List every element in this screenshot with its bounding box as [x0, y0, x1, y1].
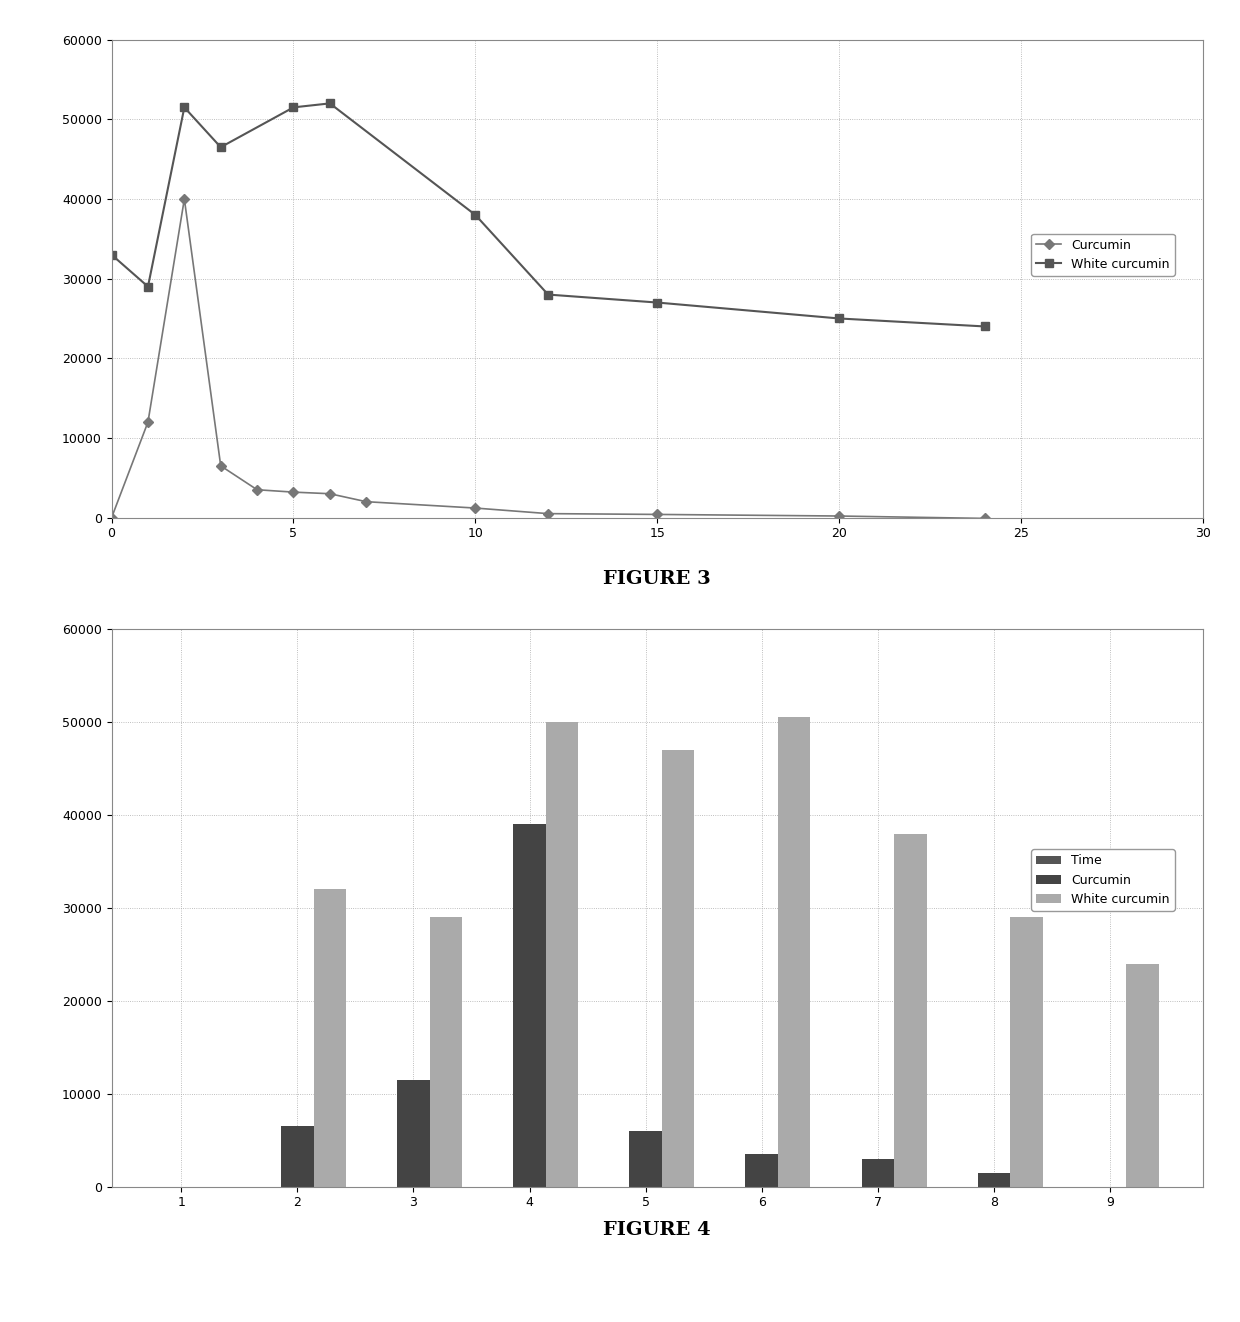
- Curcumin: [322, 485, 337, 501]
- Curcumin: [104, 510, 119, 526]
- Bar: [745, 1154, 777, 1187]
- White curcumin: [541, 287, 556, 303]
- Curcumin: [977, 510, 992, 526]
- Line: Curcumin: Curcumin: [108, 196, 988, 522]
- Curcumin: [467, 500, 482, 516]
- Bar: [862, 1159, 894, 1187]
- Bar: [630, 1132, 662, 1187]
- Curcumin: [140, 414, 155, 430]
- Curcumin: [249, 481, 264, 497]
- Legend: Curcumin, White curcumin: Curcumin, White curcumin: [1032, 234, 1174, 276]
- White curcumin: [832, 311, 847, 327]
- Bar: [397, 1080, 430, 1187]
- White curcumin: [104, 247, 119, 263]
- Text: FIGURE 4: FIGURE 4: [604, 1220, 711, 1239]
- Bar: [1011, 917, 1043, 1187]
- Bar: [546, 722, 578, 1187]
- Curcumin: [650, 506, 665, 522]
- Bar: [777, 718, 811, 1187]
- Bar: [1126, 964, 1158, 1187]
- White curcumin: [977, 319, 992, 334]
- White curcumin: [322, 95, 337, 111]
- White curcumin: [177, 99, 192, 115]
- Legend: Time, Curcumin, White curcumin: Time, Curcumin, White curcumin: [1032, 849, 1174, 911]
- Text: FIGURE 3: FIGURE 3: [604, 570, 711, 588]
- Bar: [314, 890, 346, 1187]
- Curcumin: [286, 484, 301, 500]
- Curcumin: [358, 493, 373, 509]
- Curcumin: [213, 457, 228, 473]
- White curcumin: [467, 208, 482, 223]
- Curcumin: [177, 192, 192, 208]
- White curcumin: [650, 295, 665, 311]
- Curcumin: [541, 506, 556, 522]
- Curcumin: [832, 508, 847, 524]
- White curcumin: [140, 279, 155, 295]
- Bar: [430, 917, 463, 1187]
- Bar: [662, 750, 694, 1187]
- White curcumin: [213, 139, 228, 155]
- Bar: [513, 825, 546, 1187]
- Line: White curcumin: White curcumin: [108, 99, 988, 330]
- White curcumin: [286, 99, 301, 115]
- Bar: [977, 1173, 1011, 1187]
- Bar: [894, 834, 926, 1187]
- Bar: [281, 1126, 314, 1187]
